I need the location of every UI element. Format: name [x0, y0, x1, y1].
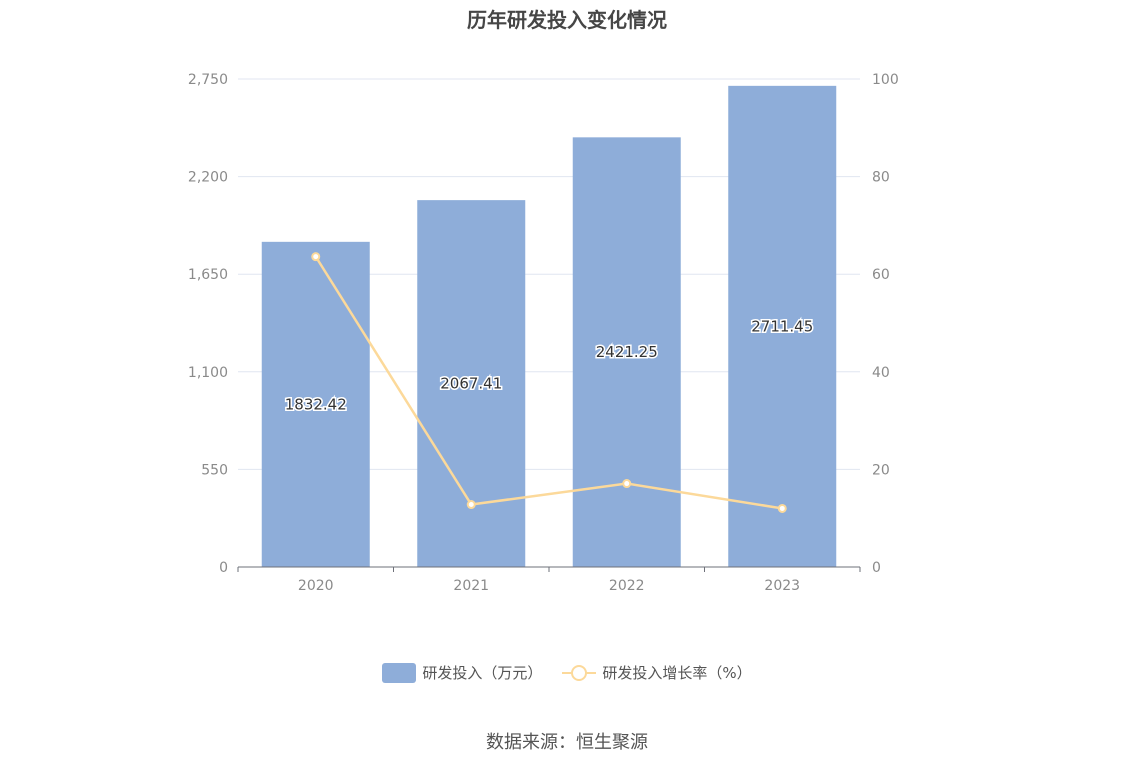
- x-tick-label: 2023: [764, 578, 800, 594]
- y-right-tick-label: 0: [872, 560, 881, 576]
- x-tick-label: 2021: [453, 578, 489, 594]
- y-right-tick-label: 20: [872, 462, 890, 478]
- bar-data-label: 2067.41: [440, 375, 502, 393]
- legend-label-growth-rate: 研发投入增长率（%）: [602, 664, 752, 682]
- y-right-tick-label: 100: [872, 72, 899, 88]
- bar-2023: [728, 85, 837, 567]
- y-right-tick-label: 60: [872, 267, 890, 283]
- chart-title: 历年研发投入变化情况: [467, 8, 667, 32]
- bar-data-label: 2711.45: [751, 317, 813, 335]
- legend: 研发投入（万元） 研发投入增长率（%）: [0, 662, 1134, 683]
- growth-rate-point-2022: [622, 479, 632, 489]
- legend-item-growth-rate[interactable]: 研发投入增长率（%）: [562, 662, 752, 683]
- x-tick-label: 2020: [298, 578, 334, 594]
- growth-rate-point-2023: [777, 503, 787, 513]
- y-left-tick-label: 2,750: [188, 72, 228, 88]
- chart-canvas: 0 550 1,100 1,650 2,200 2,750 0 20 40 60 80 100 2020…: [188, 72, 899, 594]
- growth-rate-point-2021: [466, 500, 476, 510]
- legend-item-rd-investment[interactable]: 研发投入（万元）: [382, 662, 542, 683]
- y-right-tick-label: 40: [872, 365, 890, 381]
- legend-bar-swatch: [382, 662, 417, 683]
- y-left-tick-label: 2,200: [188, 170, 228, 186]
- legend-label-rd-investment: 研发投入（万元）: [422, 664, 543, 682]
- y-left-tick-label: 0: [219, 560, 228, 576]
- bar-data-label: 1832.42: [285, 395, 347, 413]
- legend-line-swatch: [562, 663, 597, 683]
- y-left-tick-label: 1,100: [188, 365, 228, 381]
- bar-data-label: 2421.25: [596, 343, 658, 361]
- growth-rate-line: [314, 255, 783, 510]
- y-right-tick-label: 80: [872, 170, 890, 186]
- bar-2022: [572, 137, 681, 567]
- y-left-tick-label: 1,650: [188, 267, 228, 283]
- x-tick-label: 2022: [609, 578, 645, 594]
- growth-rate-point-2020: [311, 252, 321, 262]
- y-left-tick-label: 550: [201, 462, 228, 478]
- data-source-note: 数据来源：恒生聚源: [486, 732, 648, 753]
- bar-2020: [261, 241, 370, 567]
